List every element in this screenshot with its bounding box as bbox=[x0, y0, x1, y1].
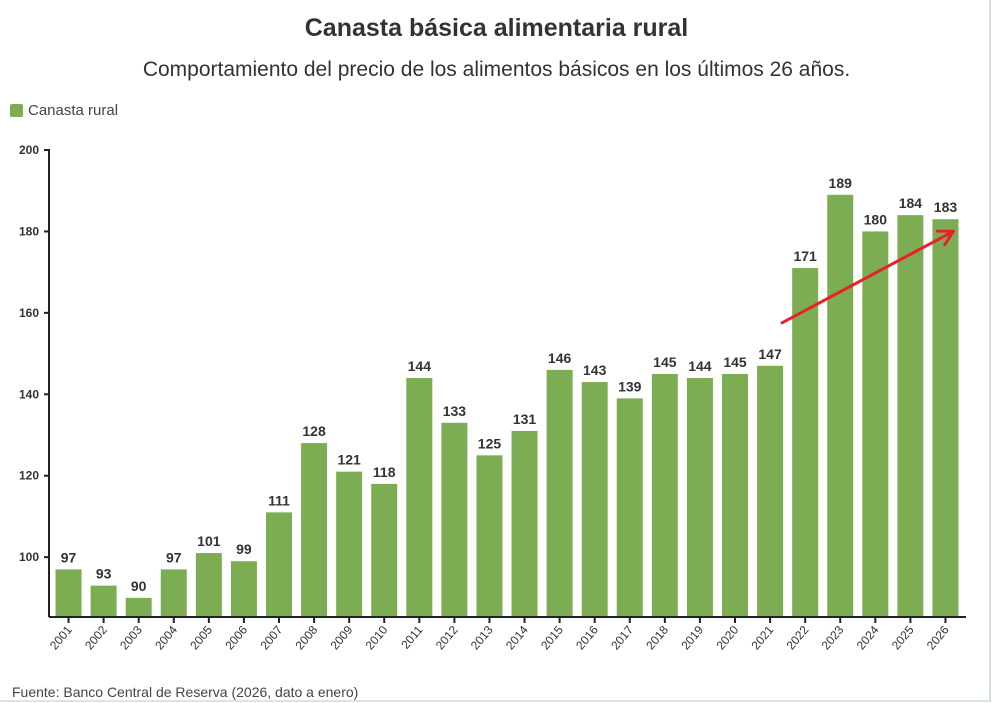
x-tick-label: 2016 bbox=[573, 623, 601, 653]
x-tick-label: 2025 bbox=[889, 623, 917, 653]
bar-2005[interactable] bbox=[195, 553, 222, 617]
bar-2026[interactable] bbox=[932, 219, 959, 618]
bar-2004[interactable] bbox=[160, 569, 187, 617]
data-label: 118 bbox=[373, 464, 396, 480]
bar-2013[interactable] bbox=[476, 455, 503, 617]
bar-2007[interactable] bbox=[266, 512, 292, 617]
chart-subtitle: Comportamiento del precio de los aliment… bbox=[142, 58, 851, 81]
source-note: Fuente: Banco Central de Reserva (2026, … bbox=[12, 684, 359, 700]
data-label: 183 bbox=[934, 199, 958, 215]
y-tick-label: 160 bbox=[19, 306, 39, 320]
bar-2006[interactable] bbox=[230, 561, 257, 617]
data-label: 97 bbox=[166, 549, 182, 565]
x-tick-label: 2009 bbox=[328, 623, 356, 653]
y-tick-label: 140 bbox=[19, 387, 39, 401]
x-tick-label: 2014 bbox=[503, 623, 531, 653]
x-tick-label: 2004 bbox=[152, 623, 180, 653]
data-label: 131 bbox=[513, 411, 537, 427]
data-label: 189 bbox=[829, 175, 853, 191]
arrow-head-icon bbox=[935, 229, 955, 247]
bar-2003[interactable] bbox=[125, 597, 152, 617]
data-label: 97 bbox=[61, 549, 77, 565]
bar-2010[interactable] bbox=[371, 483, 398, 617]
bar-2022[interactable] bbox=[792, 268, 819, 617]
data-label: 145 bbox=[653, 354, 677, 370]
bar-2021[interactable] bbox=[757, 365, 784, 617]
x-tick-label: 2013 bbox=[468, 623, 496, 653]
bar-2025[interactable] bbox=[897, 215, 924, 617]
x-tick-label: 2020 bbox=[713, 623, 741, 653]
x-tick-label: 2017 bbox=[608, 623, 636, 653]
x-tick-label: 2012 bbox=[433, 623, 461, 653]
data-label: 147 bbox=[758, 346, 782, 362]
data-label: 143 bbox=[583, 362, 607, 378]
data-label: 184 bbox=[899, 195, 923, 211]
y-tick-label: 120 bbox=[19, 469, 39, 483]
x-tick-label: 2010 bbox=[363, 623, 391, 653]
legend-label: Canasta rural bbox=[28, 102, 119, 119]
bar-2012[interactable] bbox=[441, 422, 468, 617]
data-label: 180 bbox=[864, 211, 888, 227]
chart-title: Canasta básica alimentaria rural bbox=[304, 14, 689, 42]
data-label: 139 bbox=[618, 378, 642, 394]
bar-2001[interactable] bbox=[55, 569, 82, 617]
data-label: 171 bbox=[793, 248, 817, 264]
legend-swatch bbox=[10, 104, 23, 117]
x-tick-label: 2019 bbox=[678, 623, 706, 653]
bar-2017[interactable] bbox=[616, 398, 643, 617]
data-label: 90 bbox=[131, 578, 147, 594]
bar-2018[interactable] bbox=[651, 373, 678, 617]
x-tick-label: 2007 bbox=[257, 623, 285, 653]
y-tick-label: 200 bbox=[19, 143, 39, 157]
bar-2020[interactable] bbox=[722, 373, 748, 617]
x-tick-label: 2015 bbox=[538, 623, 566, 653]
data-label: 93 bbox=[96, 566, 112, 582]
y-tick-label: 180 bbox=[19, 224, 39, 238]
bar-2014[interactable] bbox=[511, 430, 538, 617]
trend-arrow bbox=[780, 229, 955, 325]
bar-2024[interactable] bbox=[862, 231, 889, 617]
x-tick-label: 2001 bbox=[47, 623, 75, 653]
bar-2009[interactable] bbox=[336, 471, 363, 617]
x-tick-label: 2008 bbox=[292, 623, 320, 653]
data-label: 144 bbox=[408, 358, 432, 374]
legend-item[interactable]: Canasta rural bbox=[10, 102, 118, 119]
x-tick-label: 2023 bbox=[819, 623, 847, 653]
data-label: 145 bbox=[723, 354, 747, 370]
data-label: 144 bbox=[688, 358, 712, 374]
bar-2016[interactable] bbox=[581, 382, 608, 617]
data-label: 111 bbox=[268, 492, 290, 508]
bar-2011[interactable] bbox=[406, 378, 433, 617]
x-tick-label: 2002 bbox=[82, 623, 110, 653]
x-tick-label: 2022 bbox=[784, 623, 812, 653]
x-tick-label: 2005 bbox=[187, 623, 215, 653]
x-tick-label: 2024 bbox=[854, 623, 882, 653]
x-tick-label: 2026 bbox=[924, 623, 952, 653]
x-tick-label: 2006 bbox=[222, 623, 250, 653]
x-tick-label: 2021 bbox=[748, 623, 776, 653]
y-tick-label: 100 bbox=[19, 550, 39, 564]
x-tick-label: 2018 bbox=[643, 623, 671, 653]
x-tick-label: 2003 bbox=[117, 623, 145, 653]
data-label: 128 bbox=[302, 423, 326, 439]
data-label: 133 bbox=[443, 403, 467, 419]
data-label: 101 bbox=[197, 533, 221, 549]
data-label: 125 bbox=[478, 435, 502, 451]
data-label: 121 bbox=[337, 452, 361, 468]
bar-2015[interactable] bbox=[546, 369, 573, 617]
bar-2002[interactable] bbox=[90, 585, 117, 617]
x-tick-label: 2011 bbox=[398, 623, 426, 652]
data-label: 99 bbox=[236, 541, 252, 557]
data-label: 146 bbox=[548, 350, 572, 366]
bar-2023[interactable] bbox=[827, 194, 854, 618]
bar-2008[interactable] bbox=[301, 443, 328, 617]
bar-2019[interactable] bbox=[686, 378, 713, 617]
